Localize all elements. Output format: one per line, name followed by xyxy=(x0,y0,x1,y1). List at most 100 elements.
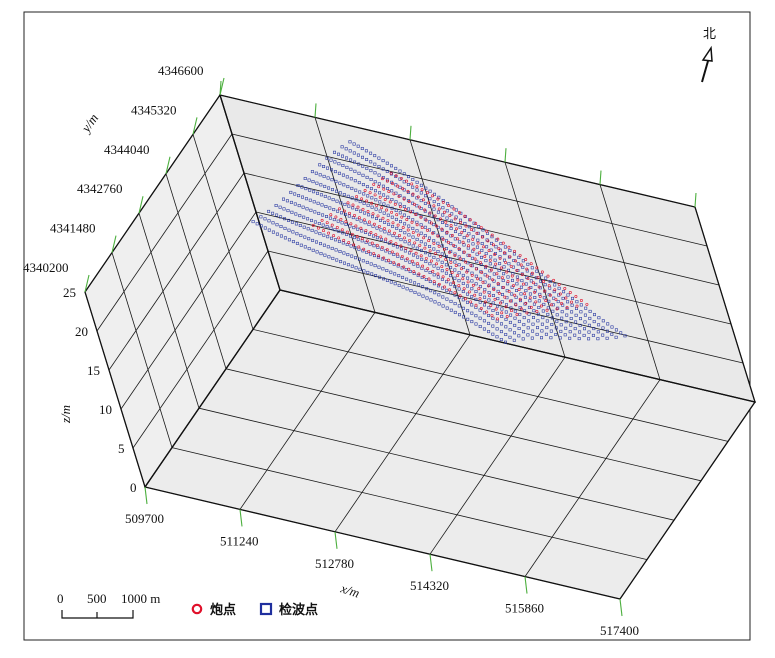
receiver-point xyxy=(436,266,440,270)
shot-point xyxy=(461,277,465,281)
receiver-point xyxy=(407,224,411,228)
receiver-point xyxy=(516,269,520,272)
receiver-point xyxy=(350,196,354,200)
receiver-point xyxy=(366,203,370,207)
receiver-point xyxy=(331,198,335,202)
receiver-point xyxy=(319,193,323,197)
receiver-point xyxy=(378,209,382,213)
receiver-point xyxy=(584,306,588,310)
x-tick-mark xyxy=(334,531,338,549)
receiver-point xyxy=(341,241,345,245)
shot-point xyxy=(420,226,424,230)
receiver-point xyxy=(297,194,301,198)
receiver-point xyxy=(326,245,330,249)
receiver-point xyxy=(287,218,290,222)
receiver-point xyxy=(347,214,351,218)
shot-point xyxy=(380,245,384,249)
shot-point xyxy=(493,253,497,256)
receiver-point xyxy=(457,271,461,275)
receiver-point xyxy=(556,306,560,310)
shot-point xyxy=(468,218,472,222)
back-wall-grid-line xyxy=(231,133,708,247)
receiver-point xyxy=(352,226,356,230)
receiver-point xyxy=(355,217,359,221)
receiver-point xyxy=(614,335,618,339)
receiver-point xyxy=(315,181,319,185)
shot-point xyxy=(338,207,341,211)
receiver-point xyxy=(517,327,521,330)
receiver-point xyxy=(441,206,445,210)
receiver-point xyxy=(328,216,332,220)
shot-point xyxy=(473,257,477,261)
shot-point xyxy=(459,220,463,224)
receiver-point xyxy=(428,280,432,283)
shot-point xyxy=(401,187,405,191)
y-tick-mark xyxy=(111,235,117,253)
receiver-point xyxy=(321,223,325,227)
x-tick-label: 517400 xyxy=(600,623,639,638)
shot-point xyxy=(565,306,569,310)
receiver-point xyxy=(529,286,533,289)
receiver-point xyxy=(311,238,315,242)
receiver-point xyxy=(399,247,403,251)
receiver-point xyxy=(508,335,512,339)
receiver-point xyxy=(352,142,356,146)
receiver-point xyxy=(587,330,591,334)
receiver-point xyxy=(528,299,532,303)
shot-point xyxy=(339,217,343,221)
shot-point xyxy=(395,213,399,217)
receiver-point xyxy=(522,323,526,327)
shot-point xyxy=(432,241,436,245)
receiver-point xyxy=(287,238,291,242)
receiver-point xyxy=(549,329,553,333)
receiver-point xyxy=(433,192,436,196)
shot-point xyxy=(534,300,538,304)
receiver-point xyxy=(349,167,353,171)
receiver-point xyxy=(444,255,448,259)
receiver-point xyxy=(432,264,436,268)
shot-point xyxy=(372,222,376,226)
receiver-point xyxy=(310,170,314,174)
shot-point xyxy=(474,222,478,226)
tick-marks xyxy=(84,77,697,617)
shot-point xyxy=(407,267,411,271)
shot-point xyxy=(515,268,519,272)
receiver-point xyxy=(411,226,415,230)
receiver-point xyxy=(359,219,363,223)
receiver-point xyxy=(357,171,361,175)
shot-point xyxy=(518,253,522,257)
shot-point xyxy=(486,284,490,288)
receiver-point xyxy=(449,257,453,261)
shot-point xyxy=(533,290,537,294)
receiver-point xyxy=(450,205,454,209)
receiver-point xyxy=(334,179,338,183)
shot-point xyxy=(435,224,438,228)
y-tick-mark xyxy=(84,274,90,293)
receiver-point xyxy=(357,181,361,185)
shot-point xyxy=(410,220,414,224)
receiver-point xyxy=(568,330,572,334)
receiver-point xyxy=(425,296,429,300)
receiver-point xyxy=(521,265,525,269)
receiver-point xyxy=(322,243,326,247)
z-axis-title: z/m xyxy=(58,405,73,424)
receiver-point xyxy=(573,333,577,337)
receiver-point xyxy=(461,290,465,293)
shot-point xyxy=(453,254,457,257)
receiver-point xyxy=(521,259,525,263)
shot-point xyxy=(347,241,351,245)
receiver-point xyxy=(563,333,567,337)
shot-point xyxy=(469,263,473,267)
receiver-point xyxy=(336,219,340,223)
receiver-point xyxy=(466,309,470,313)
receiver-point xyxy=(381,267,385,271)
receiver-point xyxy=(553,283,557,287)
shot-point xyxy=(467,244,470,248)
receiver-point xyxy=(411,178,415,181)
shot-point xyxy=(443,210,446,214)
shot-point xyxy=(532,281,535,285)
receiver-point xyxy=(564,326,568,330)
receiver-point xyxy=(251,220,255,224)
receiver-point xyxy=(411,185,415,189)
receiver-point xyxy=(322,165,326,168)
